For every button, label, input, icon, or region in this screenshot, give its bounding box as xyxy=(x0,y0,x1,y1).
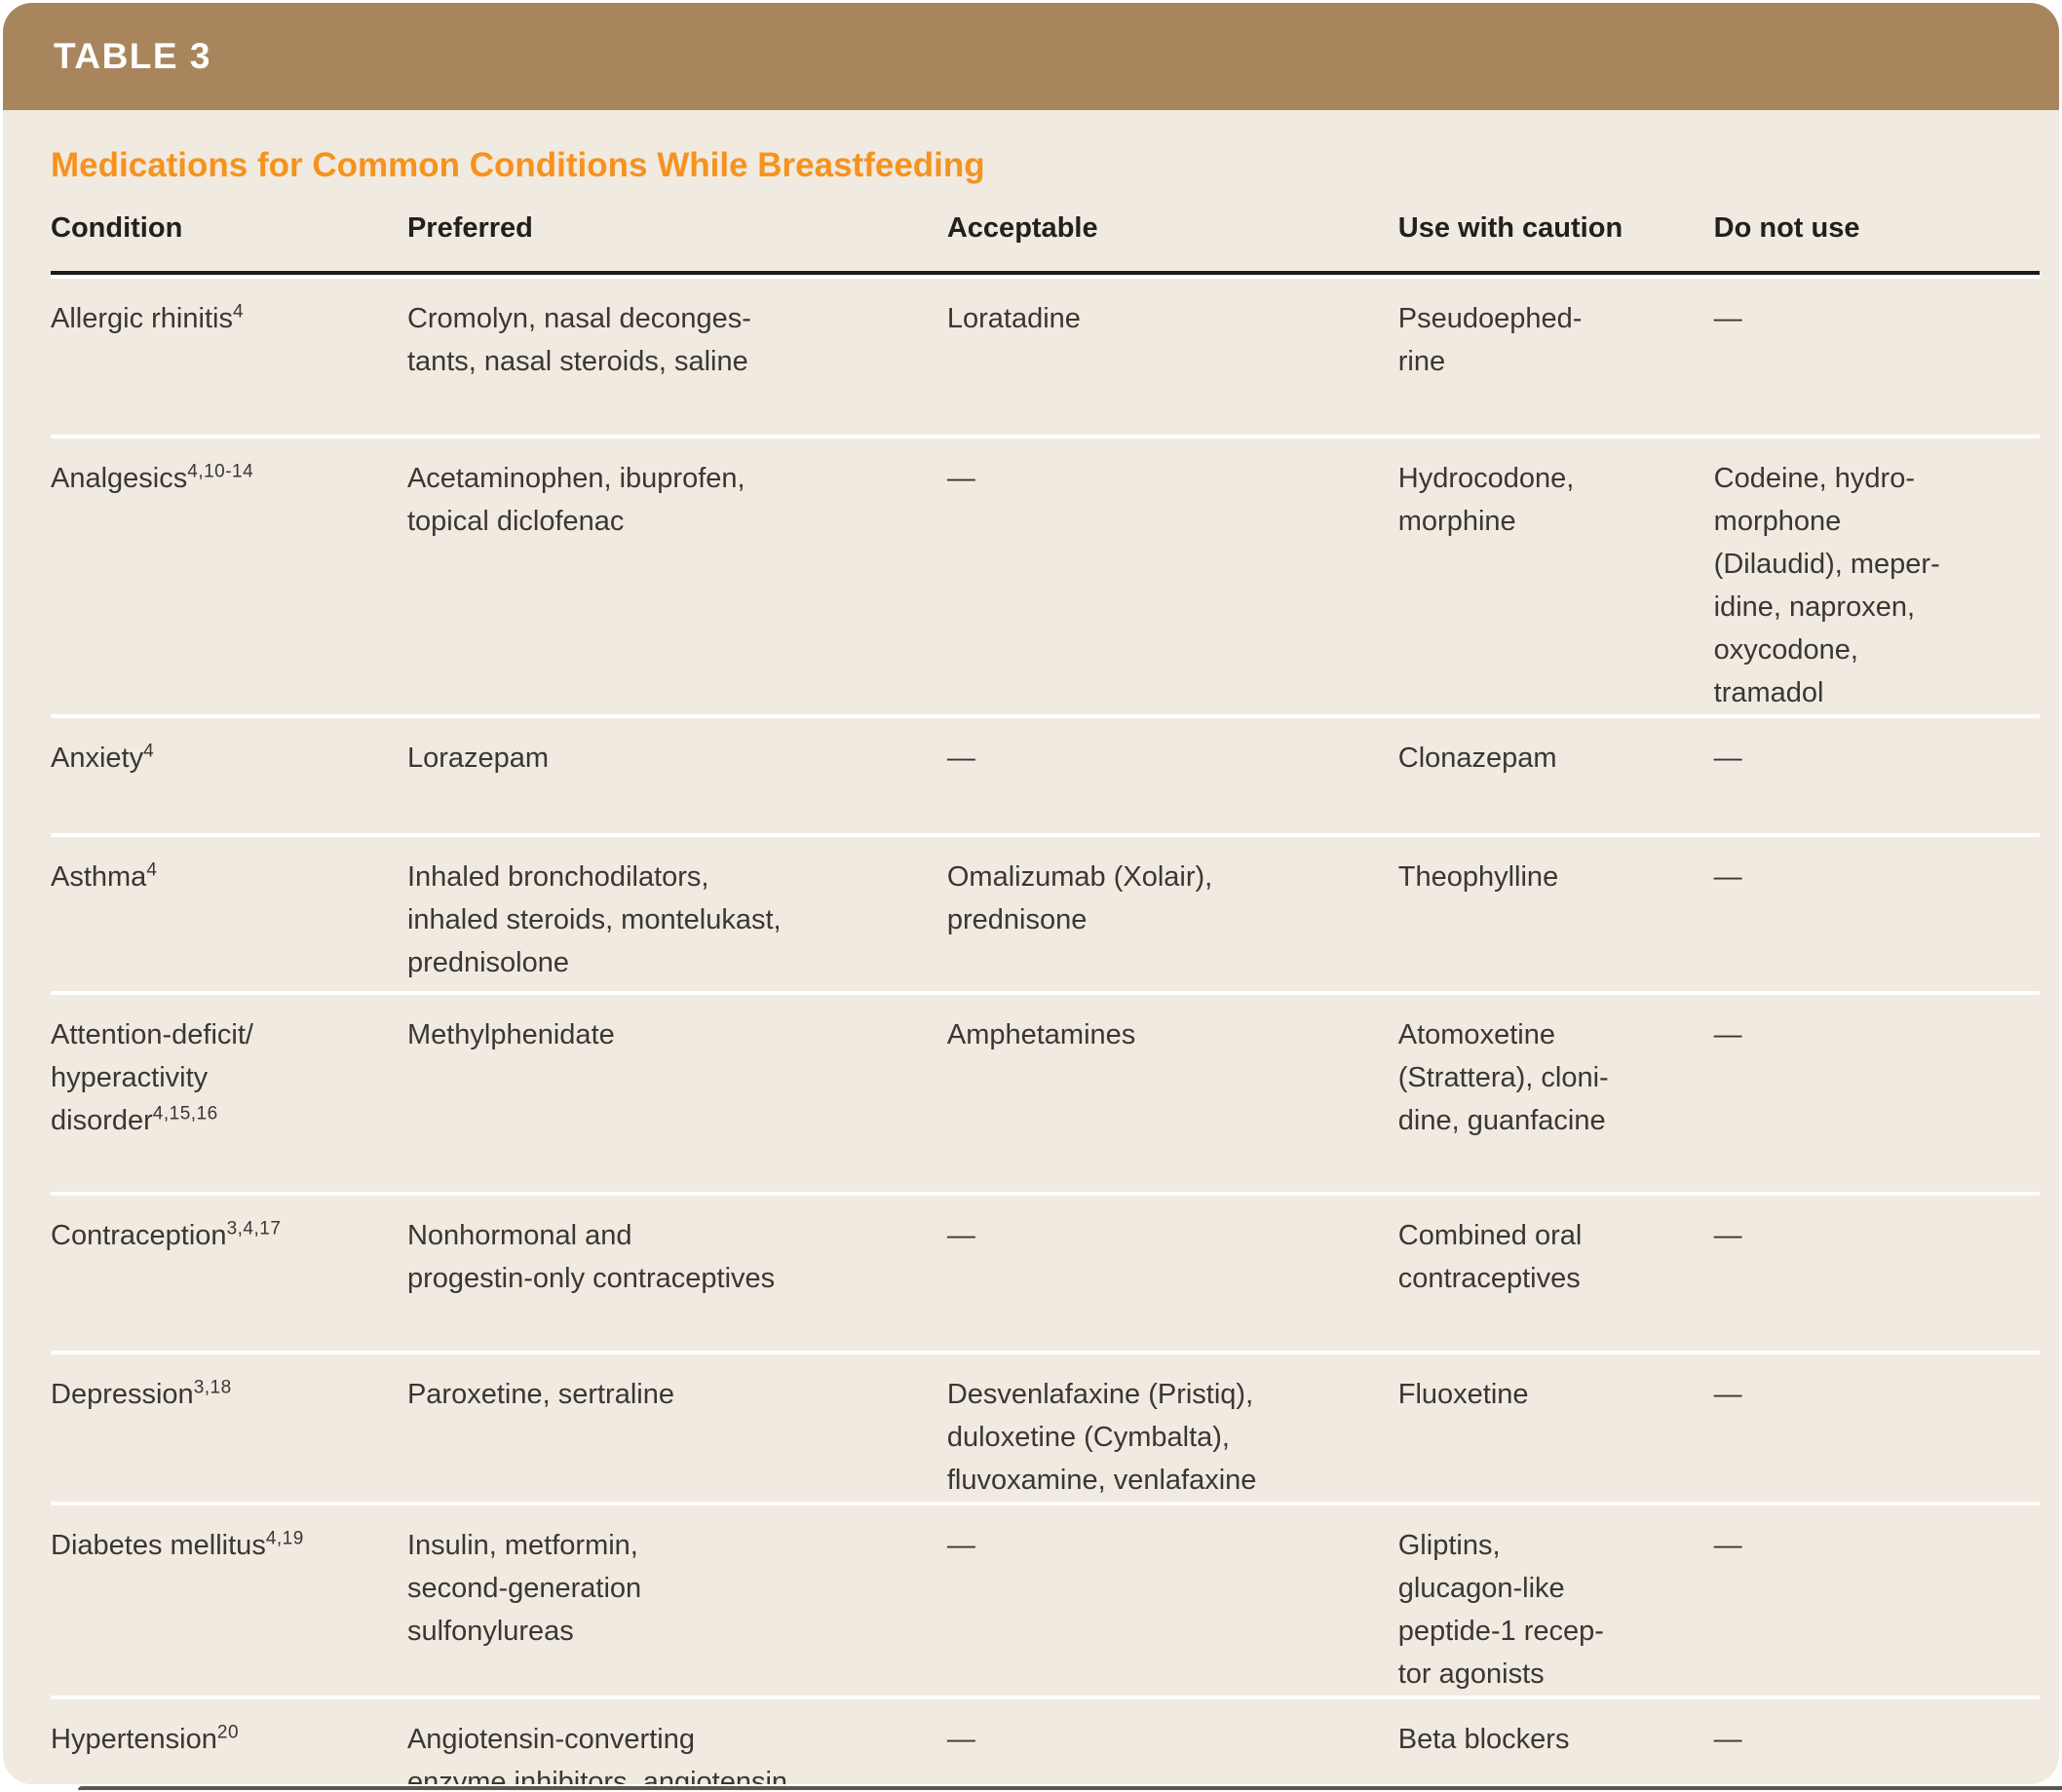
table-row-anxiety: Anxiety4 Lorazepam — Clonazepam — xyxy=(51,714,2040,833)
preferred-cell: Lorazepam xyxy=(406,743,550,774)
preferred-cell: Inhaled bronchodilators, inhaled steroid… xyxy=(406,861,782,978)
table-row-diabetes-mellitus: Diabetes mellitus4,19 Insulin, metformin… xyxy=(51,1502,2040,1696)
use-with-caution-cell: Hydrocodone, morphine xyxy=(1397,463,1575,537)
preferred-cell: Methylphenidate xyxy=(406,1019,615,1050)
acceptable-cell: — xyxy=(946,1724,975,1755)
condition-cell: Attention-deficit/ hyperactivity disorde… xyxy=(51,1013,407,1192)
condition-text: Asthma xyxy=(51,861,147,893)
condition-text: Anxiety xyxy=(51,743,144,774)
use-with-caution-cell: Theophylline xyxy=(1397,861,1559,893)
do-not-use-cell: — xyxy=(1713,1530,1742,1561)
table-row-contraception: Contraception3,4,17 Nonhormonal and prog… xyxy=(51,1192,2040,1351)
acceptable-cell: — xyxy=(946,463,975,494)
condition-cell: Contraception3,4,17 xyxy=(51,1214,407,1351)
condition-text: Allergic rhinitis xyxy=(51,303,233,334)
reference-superscript: 4 xyxy=(232,301,245,323)
column-header-use-with-caution: Use with caution xyxy=(1397,212,1623,244)
reference-superscript: 4,19 xyxy=(265,1528,304,1549)
column-header-condition: Condition xyxy=(51,212,183,244)
table-title: Medications for Common Conditions While … xyxy=(51,146,985,184)
acceptable-cell: Amphetamines xyxy=(946,1019,1136,1050)
preferred-cell: Nonhormonal and progestin-only contracep… xyxy=(406,1220,776,1294)
use-with-caution-cell: Fluoxetine xyxy=(1397,1379,1529,1410)
do-not-use-cell: Codeine, hydro- morphone (Dilaudid), mep… xyxy=(1713,463,1940,708)
condition-cell: Depression3,18 xyxy=(51,1373,407,1502)
do-not-use-cell: — xyxy=(1713,743,1742,774)
table-row-analgesics: Analgesics4,10-14 Acetaminophen, ibuprof… xyxy=(51,435,2040,714)
acceptable-cell: Desvenlafaxine (Pristiq), duloxetine (Cy… xyxy=(946,1379,1257,1496)
reference-superscript: 4 xyxy=(146,859,158,881)
preferred-cell: Paroxetine, sertraline xyxy=(406,1379,674,1410)
condition-text: Analgesics xyxy=(51,463,188,494)
condition-cell: Anxiety4 xyxy=(51,737,407,833)
preferred-cell: Insulin, metformin, second-generation su… xyxy=(406,1530,642,1647)
use-with-caution-cell: Pseudoephed- rine xyxy=(1397,303,1583,377)
column-header-acceptable: Acceptable xyxy=(946,212,1098,244)
reference-superscript: 3,18 xyxy=(193,1377,232,1398)
preferred-cell: Angiotensin-converting enzyme inhibitors… xyxy=(406,1724,788,1784)
do-not-use-cell: — xyxy=(1713,1379,1742,1410)
condition-cell: Asthma4 xyxy=(51,856,407,991)
page-edge-line xyxy=(78,1786,2062,1790)
use-with-caution-cell: Atomoxetine (Strattera), cloni- dine, gu… xyxy=(1397,1019,1609,1136)
acceptable-cell: — xyxy=(946,1530,975,1561)
column-header-do-not-use: Do not use xyxy=(1713,212,1860,244)
table-number-label: TABLE 3 xyxy=(54,36,211,76)
condition-cell: Diabetes mellitus4,19 xyxy=(51,1524,407,1696)
header-rule xyxy=(51,271,2040,275)
reference-superscript: 4,10-14 xyxy=(187,461,254,482)
acceptable-cell: Omalizumab (Xolair), prednisone xyxy=(946,861,1213,935)
preferred-cell: Cromolyn, nasal deconges- tants, nasal s… xyxy=(406,303,751,377)
use-with-caution-cell: Gliptins, glucagon-like peptide-1 recep-… xyxy=(1397,1530,1604,1690)
condition-text: Depression xyxy=(51,1379,194,1410)
do-not-use-cell: — xyxy=(1713,303,1742,334)
table-number-bar: TABLE 3 xyxy=(3,3,2059,110)
condition-text: Contraception xyxy=(51,1220,227,1251)
acceptable-cell: — xyxy=(946,743,975,774)
reference-superscript: 4 xyxy=(143,741,155,762)
condition-text: Hypertension xyxy=(51,1724,217,1755)
table-row-depression: Depression3,18 Paroxetine, sertraline De… xyxy=(51,1351,2040,1502)
table-row-adhd: Attention-deficit/ hyperactivity disorde… xyxy=(51,991,2040,1192)
do-not-use-cell: — xyxy=(1713,1019,1742,1050)
table-header-row: Condition Preferred Acceptable Use with … xyxy=(51,211,2040,245)
table-row-hypertension: Hypertension20 Angiotensin-converting en… xyxy=(51,1696,2040,1784)
use-with-caution-cell: Clonazepam xyxy=(1397,743,1557,774)
preferred-cell: Acetaminophen, ibuprofen, topical diclof… xyxy=(406,463,745,537)
do-not-use-cell: — xyxy=(1713,1220,1742,1251)
table-row-asthma: Asthma4 Inhaled bronchodilators, inhaled… xyxy=(51,833,2040,991)
reference-superscript: 20 xyxy=(216,1722,240,1743)
acceptable-cell: — xyxy=(946,1220,975,1251)
condition-text: Attention-deficit/ hyperactivity disorde… xyxy=(51,1019,253,1136)
table-content: Medications for Common Conditions While … xyxy=(3,146,2059,1784)
do-not-use-cell: — xyxy=(1713,861,1742,893)
reference-superscript: 4,15,16 xyxy=(152,1103,218,1125)
table-row-allergic-rhinitis: Allergic rhinitis4 Cromolyn, nasal decon… xyxy=(51,275,2040,435)
condition-cell: Hypertension20 xyxy=(51,1718,407,1784)
condition-cell: Allergic rhinitis4 xyxy=(51,297,407,435)
acceptable-cell: Loratadine xyxy=(946,303,1081,334)
table-card: TABLE 3 Medications for Common Condition… xyxy=(3,3,2059,1784)
condition-cell: Analgesics4,10-14 xyxy=(51,457,407,714)
do-not-use-cell: — xyxy=(1713,1724,1742,1755)
reference-superscript: 3,4,17 xyxy=(226,1218,282,1239)
condition-text: Diabetes mellitus xyxy=(51,1530,266,1561)
use-with-caution-cell: Beta blockers xyxy=(1397,1724,1570,1755)
use-with-caution-cell: Combined oral contraceptives xyxy=(1397,1220,1583,1294)
column-header-preferred: Preferred xyxy=(406,212,533,244)
